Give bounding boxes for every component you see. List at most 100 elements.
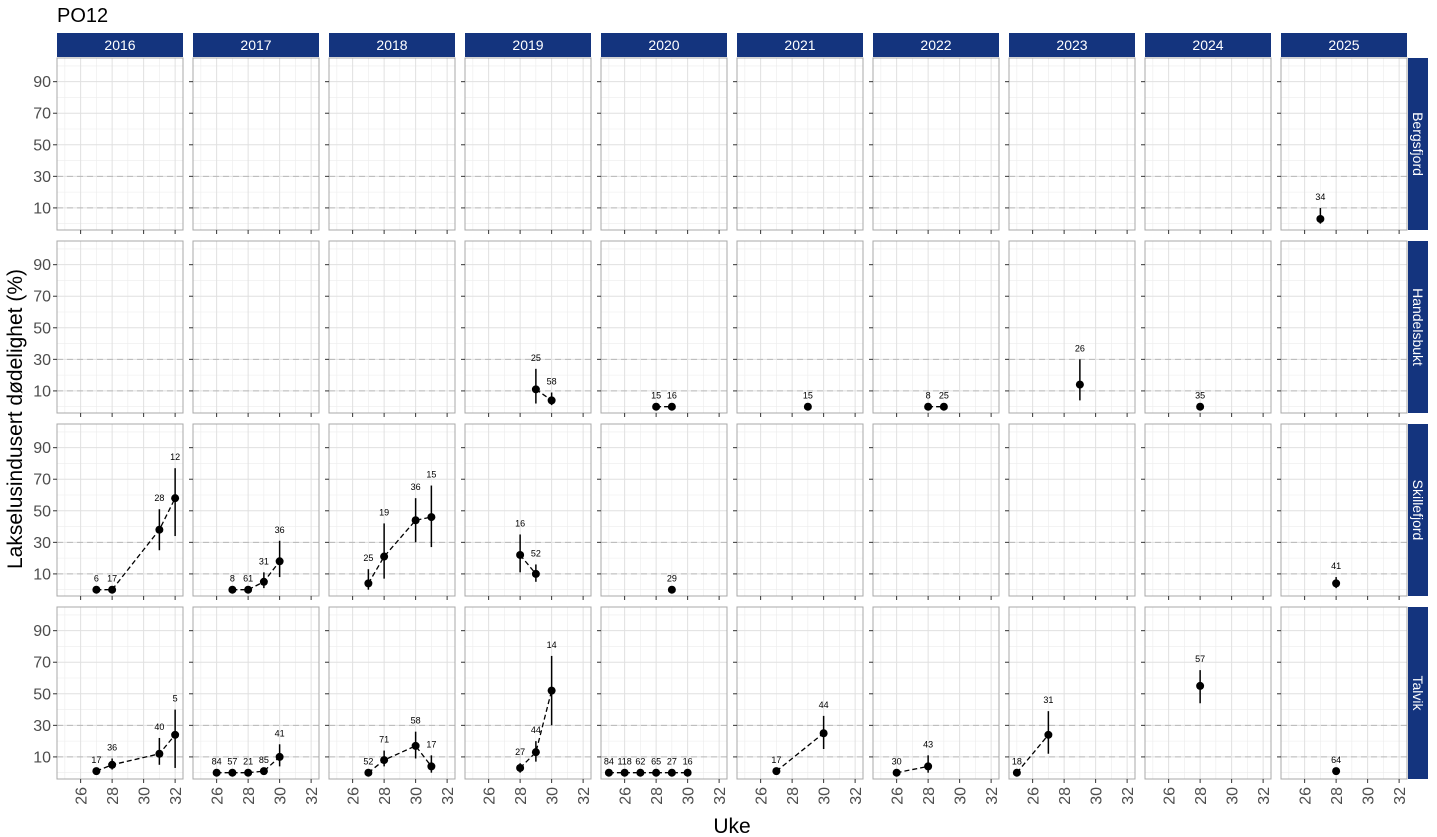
panel <box>461 423 592 600</box>
data-point <box>1332 579 1341 588</box>
panel <box>1141 423 1272 600</box>
data-point <box>516 550 525 559</box>
data-point <box>1332 767 1341 776</box>
panel-border <box>1008 606 1136 780</box>
panel-border <box>872 57 1000 231</box>
panel-border <box>736 57 864 231</box>
y-tick-label: 30 <box>33 718 51 735</box>
x-tick-label: 30 <box>681 787 698 805</box>
panel-border <box>1144 423 1272 597</box>
panel: 26 28 30 32 <box>869 606 1001 805</box>
sample-size-label: 16 <box>515 518 525 528</box>
y-axis-title: Lakselusindusert dødelighet (%) <box>4 269 27 569</box>
panel: 10 30 50 70 90 <box>33 240 184 417</box>
data-point <box>1012 768 1021 777</box>
panel: 10 30 50 70 90 <box>33 423 184 600</box>
sample-size-label: 26 <box>1075 343 1085 353</box>
sample-size-label: 57 <box>227 757 237 767</box>
data-point <box>1044 730 1053 739</box>
panel <box>189 240 320 417</box>
y-tick-label: 10 <box>33 383 51 400</box>
site-strip <box>1408 607 1428 779</box>
year-strip-label: 2021 <box>784 37 815 53</box>
panel-border <box>464 240 592 414</box>
panel <box>597 240 728 417</box>
panel <box>869 240 1000 417</box>
data-point <box>667 768 676 777</box>
series-handelsbukt-2019: 25 58 <box>531 353 557 406</box>
x-tick-label: 26 <box>346 787 363 805</box>
x-tick-label: 28 <box>105 787 122 805</box>
x-tick-label: 28 <box>1057 787 1074 805</box>
series-bergsfjord-2025: 34 <box>1315 192 1325 224</box>
sample-size-label: 65 <box>651 757 661 767</box>
series-skillefjord-2018: 25 19 36 15 <box>363 470 436 590</box>
y-tick-label: 90 <box>33 74 51 91</box>
data-point <box>1196 681 1205 690</box>
year-strip-label: 2025 <box>1328 37 1359 53</box>
sample-size-label: 44 <box>531 725 541 735</box>
sample-size-label: 5 <box>173 694 178 704</box>
site-strip <box>1408 241 1428 413</box>
y-tick-label: 70 <box>33 655 51 672</box>
sample-size-label: 14 <box>547 640 557 650</box>
panel <box>461 240 592 417</box>
data-point <box>604 768 613 777</box>
series-talvik-2019: 27 44 14 <box>515 640 557 773</box>
sample-size-label: 31 <box>259 556 269 566</box>
sample-size-label: 64 <box>1331 755 1341 765</box>
panel-border <box>1280 423 1408 597</box>
data-point <box>939 402 948 411</box>
sample-size-label: 58 <box>411 716 421 726</box>
y-tick-label: 50 <box>33 320 51 337</box>
x-tick-label: 26 <box>210 787 227 805</box>
panel-border <box>872 423 1000 597</box>
panel-border <box>1280 57 1408 231</box>
sample-size-label: 41 <box>1331 561 1341 571</box>
panel-border <box>192 606 320 780</box>
panel <box>733 423 864 600</box>
data-point <box>531 385 540 394</box>
panel <box>1277 57 1408 234</box>
site-strip-label: Bergsfjord <box>1410 112 1426 176</box>
year-strip <box>329 33 455 57</box>
x-tick-label: 28 <box>513 787 530 805</box>
panel: 26 28 30 32 <box>597 606 729 805</box>
panel-border <box>872 606 1000 780</box>
panel <box>1005 240 1136 417</box>
year-strip <box>193 33 319 57</box>
series-line <box>96 734 176 772</box>
data-point <box>155 525 164 534</box>
x-tick-label: 30 <box>137 787 154 805</box>
data-point <box>427 762 436 771</box>
year-strip-label: 2024 <box>1192 37 1223 53</box>
sample-size-label: 15 <box>651 391 661 401</box>
data-point <box>259 767 268 776</box>
sample-size-label: 71 <box>379 735 389 745</box>
panel <box>733 57 864 234</box>
x-tick-label: 30 <box>1089 787 1106 805</box>
data-point <box>667 402 676 411</box>
panel-border <box>600 606 728 780</box>
year-strip <box>601 33 727 57</box>
sample-size-label: 40 <box>154 722 164 732</box>
data-point <box>1196 402 1205 411</box>
panel-border <box>600 57 728 231</box>
panel-border <box>464 606 592 780</box>
panel: 10 30 50 70 90 <box>33 57 184 234</box>
panel <box>461 57 592 234</box>
sample-size-label: 25 <box>531 353 541 363</box>
x-tick-label: 32 <box>712 787 729 805</box>
year-strip-label: 2023 <box>1056 37 1087 53</box>
sample-size-label: 17 <box>771 755 781 765</box>
panel-border <box>600 240 728 414</box>
site-strip-label: Handelsbukt <box>1410 288 1426 366</box>
sample-size-label: 25 <box>939 391 949 401</box>
sample-size-label: 85 <box>259 755 269 765</box>
sample-size-label: 30 <box>892 757 902 767</box>
panel <box>733 240 864 417</box>
panel-border <box>1008 57 1136 231</box>
x-tick-label: 26 <box>754 787 771 805</box>
